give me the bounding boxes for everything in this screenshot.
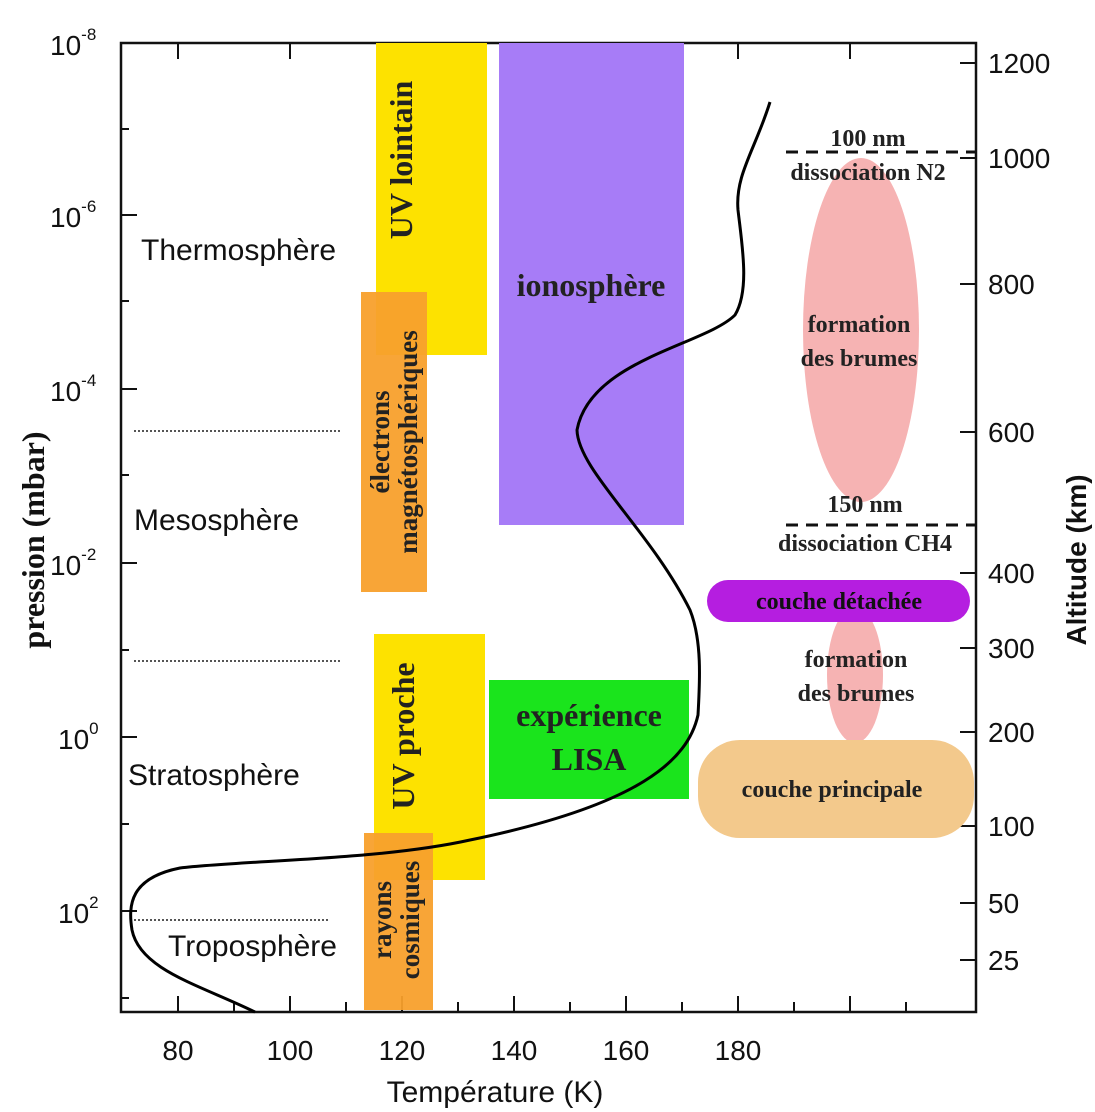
rayons-cosmiques-band: [364, 833, 433, 1010]
uv-lointain-label: UV lointain: [383, 81, 419, 240]
electrons-label-1: électrons: [365, 391, 395, 494]
svg-text:100: 100: [988, 811, 1035, 842]
layer-boundaries: [134, 430, 340, 921]
left-tick-labels: 10-8 10-6 10-4 10-2 100 102: [50, 25, 99, 929]
n2-dissociation-label: dissociation N2: [790, 160, 945, 186]
layer-thermosphere: Thermosphère: [141, 234, 336, 267]
svg-text:1200: 1200: [988, 48, 1050, 79]
svg-text:25: 25: [988, 945, 1019, 976]
right-tick-labels: 1200 1000 800 600 400 300 200 100 50 25: [988, 48, 1050, 976]
uv-proche-label: UV proche: [385, 662, 421, 809]
haze-ellipse-upper: [803, 158, 919, 502]
main-layer-label: couche principale: [742, 777, 923, 803]
ch4-dissociation-label: dissociation CH4: [778, 531, 952, 557]
haze-lower-label-2: des brumes: [798, 681, 915, 707]
svg-text:10-4: 10-4: [50, 371, 96, 407]
right-axis-ticks: [960, 62, 976, 961]
svg-text:10-6: 10-6: [50, 197, 96, 233]
haze-ellipse-lower: [827, 607, 883, 743]
ionosphere-band: [499, 43, 684, 525]
y-right-axis-title: Altitude (km): [1061, 474, 1092, 645]
left-axis-ticks: [121, 42, 137, 999]
svg-text:100: 100: [58, 719, 99, 755]
svg-text:140: 140: [491, 1035, 538, 1066]
svg-text:300: 300: [988, 633, 1035, 664]
svg-text:180: 180: [715, 1035, 762, 1066]
main-layer-band: [698, 740, 974, 838]
rayons-label-1: rayons: [367, 881, 397, 959]
detached-layer-label: couche détachée: [756, 589, 922, 615]
nm100-label: 100 nm: [830, 126, 905, 152]
svg-text:1000: 1000: [988, 143, 1050, 174]
svg-text:80: 80: [162, 1035, 193, 1066]
layer-troposphere: Troposphère: [168, 930, 337, 963]
svg-text:120: 120: [379, 1035, 426, 1066]
svg-text:800: 800: [988, 269, 1035, 300]
x-tick-labels: 80 100 120 140 160 180: [162, 1035, 761, 1066]
detached-layer-band: [707, 580, 970, 622]
svg-text:102: 102: [58, 893, 99, 929]
lisa-label-2: LISA: [552, 741, 627, 777]
y-left-axis-title: pression (mbar): [15, 431, 51, 648]
ionosphere-label: ionosphère: [517, 267, 666, 303]
svg-text:100: 100: [267, 1035, 314, 1066]
layer-mesosphere: Mesosphère: [134, 504, 299, 537]
layer-stratosphere: Stratosphère: [128, 759, 300, 792]
haze-upper-label-1: formation: [808, 312, 911, 338]
layer-names: Thermosphère Mesosphère Stratosphère Tro…: [128, 234, 337, 963]
lisa-band: [489, 680, 689, 799]
temperature-profile-curve: [129, 101, 772, 1014]
svg-text:160: 160: [603, 1035, 650, 1066]
x-axis-title: Température (K): [387, 1076, 604, 1109]
electrons-band: [361, 292, 427, 592]
nm150-label: 150 nm: [827, 492, 902, 518]
svg-text:400: 400: [988, 558, 1035, 589]
svg-text:600: 600: [988, 417, 1035, 448]
lisa-label-1: expérience: [516, 697, 662, 733]
svg-text:200: 200: [988, 717, 1035, 748]
svg-text:50: 50: [988, 888, 1019, 919]
haze-upper-label-2: des brumes: [801, 346, 918, 372]
haze-lower-label-1: formation: [805, 647, 908, 673]
svg-text:10-2: 10-2: [50, 545, 96, 581]
electrons-label-2: magnétosphériques: [393, 330, 423, 554]
svg-text:10-8: 10-8: [50, 25, 96, 61]
rayons-label-2: cosmiques: [395, 861, 425, 980]
